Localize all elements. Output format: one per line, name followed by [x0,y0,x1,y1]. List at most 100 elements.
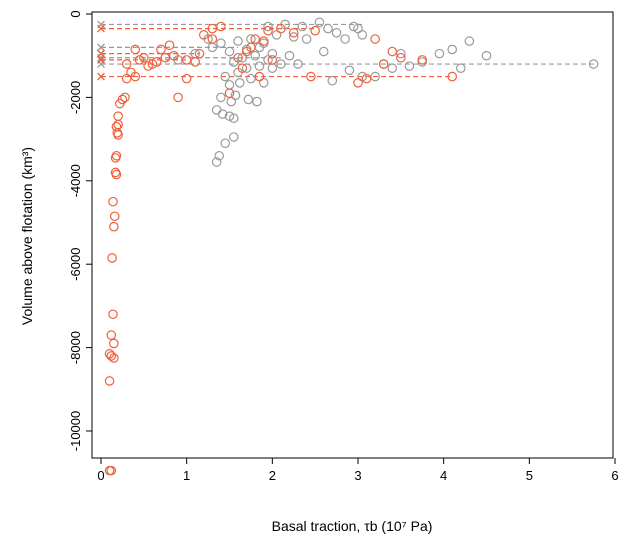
data-point-orange [258,36,269,46]
data-point-orange [181,73,192,84]
reference-marker [97,43,105,52]
data-point-orange [130,71,141,82]
data-point-orange [387,46,398,57]
reference-marker [97,49,105,58]
data-point-orange [447,71,458,82]
data-point-orange [169,50,179,61]
data-point-gray [241,63,252,74]
data-point-orange [120,92,130,103]
data-point-gray [481,50,492,61]
x-tick-label: 6 [611,468,618,483]
x-axis-title: Basal traction, τb (10⁷ Pa) [272,518,433,534]
x-axis: 0 1 2 3 4 5 6 [97,458,619,483]
data-point-orange [237,63,248,74]
y-tick-label: -2000 [68,81,83,114]
data-point-gray [216,38,226,48]
data-point-gray [288,32,299,42]
data-point-orange [109,221,119,232]
data-point-orange [306,71,316,82]
data-point-gray [234,78,245,88]
data-points [104,17,599,476]
data-point-orange [190,57,201,67]
data-point-orange [106,351,117,361]
data-point-orange [106,465,117,476]
data-point-gray [434,48,445,59]
data-point-gray [327,75,338,86]
data-point-orange [107,253,117,263]
data-point-gray [233,36,243,46]
data-point-gray [323,23,333,34]
data-point-gray [228,113,239,124]
data-point-gray [224,46,235,57]
y-axis: 0 -2000 -4000 -6000 -8000 -10000 [68,10,92,451]
data-point-orange [117,94,128,105]
data-point-orange [173,92,183,103]
y-tick-label: 0 [68,10,83,17]
data-point-orange [104,376,115,386]
data-point-gray [267,48,278,59]
data-point-gray [318,46,329,57]
data-point-orange [396,52,406,63]
data-point-orange [106,330,117,340]
data-point-orange [110,153,121,163]
data-point-gray [284,50,295,61]
data-point-gray [455,63,466,74]
data-point-gray [220,71,231,82]
data-point-orange [276,23,286,34]
data-point-orange [156,44,166,55]
data-point-gray [250,50,260,61]
y-tick-label: -8000 [68,331,83,364]
data-point-gray [228,132,239,142]
x-tick-label: 0 [97,468,104,483]
data-point-orange [160,52,171,63]
data-point-gray [387,63,398,74]
data-point-gray [396,48,406,59]
data-point-gray [243,94,254,105]
data-point-gray [344,65,355,76]
x-tick-label: 2 [269,468,276,483]
data-point-orange [267,55,278,65]
data-point-gray [276,59,286,69]
data-point-orange [288,27,299,38]
reference-marker [97,55,105,64]
y-tick-label: -10000 [68,411,83,451]
x-tick-label: 3 [354,468,361,483]
data-point-orange [130,44,141,55]
data-point-orange [207,23,218,34]
data-point-orange [370,34,380,44]
data-point-gray [404,61,415,71]
data-point-orange [108,309,118,320]
data-point-gray [297,21,308,32]
data-point-orange [181,55,192,65]
data-point-orange [224,88,235,99]
data-point-orange [147,59,158,69]
data-point-gray [357,30,368,40]
data-point-gray [464,36,475,46]
data-point-gray [211,157,222,167]
data-point-orange [199,30,209,40]
data-point-orange [207,34,218,44]
data-point-gray [301,34,312,44]
data-point-gray [370,71,380,82]
data-point-gray [331,27,342,38]
data-point-gray [246,73,256,84]
data-point-orange [246,42,256,53]
data-point-orange [361,73,372,84]
data-point-orange [109,211,120,222]
data-point-gray [216,92,226,103]
data-point-orange [121,59,132,69]
x-tick-label: 5 [526,468,533,483]
data-point-gray [447,44,458,55]
reference-marker [97,72,105,81]
y-tick-label: -4000 [68,164,83,197]
data-point-orange [139,52,149,63]
data-point-orange [108,196,118,207]
data-point-gray [214,150,225,161]
data-point-orange [109,338,119,349]
reference-marker [97,24,105,33]
data-point-gray [263,21,273,32]
data-point-orange [110,167,121,178]
data-point-gray [220,138,231,149]
data-point-orange [104,349,115,359]
data-point-orange [111,121,122,132]
